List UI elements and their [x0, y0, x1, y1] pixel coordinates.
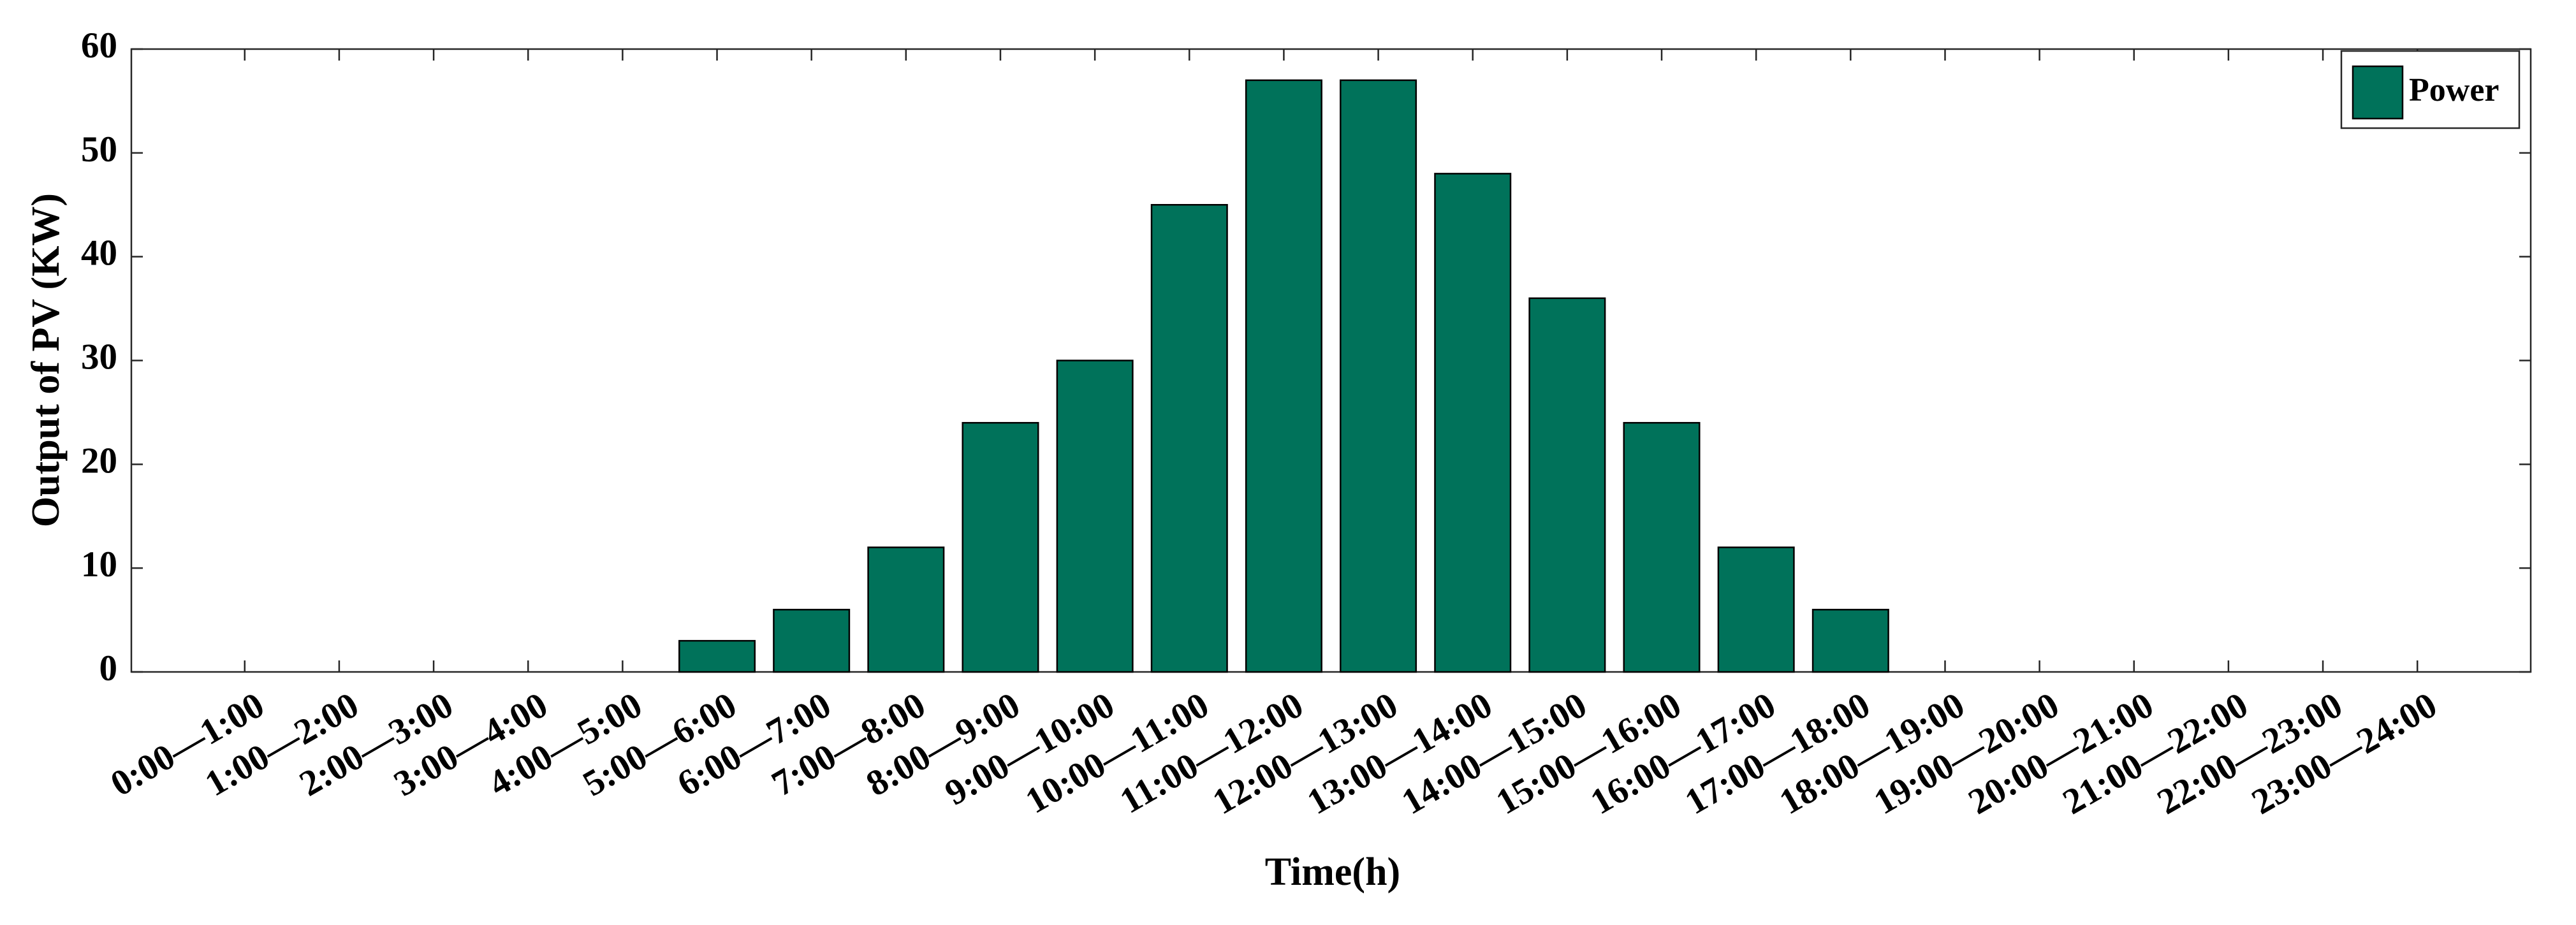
y-tick-label: 50	[81, 129, 117, 170]
bar	[867, 546, 945, 673]
x-axis-label: Time(h)	[1265, 850, 1400, 894]
plot-frame	[130, 48, 2532, 673]
y-tick-label: 20	[81, 441, 117, 481]
bar	[1528, 297, 1606, 673]
bar	[678, 639, 756, 673]
bar	[1150, 204, 1228, 673]
bar	[1717, 546, 1795, 673]
bar	[1623, 421, 1701, 673]
bar	[1811, 609, 1889, 673]
y-tick-label: 40	[81, 233, 117, 273]
legend-swatch	[2352, 65, 2404, 120]
y-tick-label: 30	[81, 337, 117, 377]
y-tick-label: 60	[81, 25, 117, 66]
bar	[1434, 173, 1512, 673]
bar	[962, 421, 1039, 673]
y-axis-label: Output of PV (KW)	[24, 193, 68, 527]
bar	[1056, 360, 1134, 673]
y-tick-label: 10	[81, 544, 117, 585]
bar	[1245, 79, 1322, 673]
bar	[1340, 79, 1417, 673]
y-tick-label: 0	[99, 648, 118, 688]
bar	[773, 609, 851, 673]
legend-label: Power	[2409, 72, 2499, 108]
